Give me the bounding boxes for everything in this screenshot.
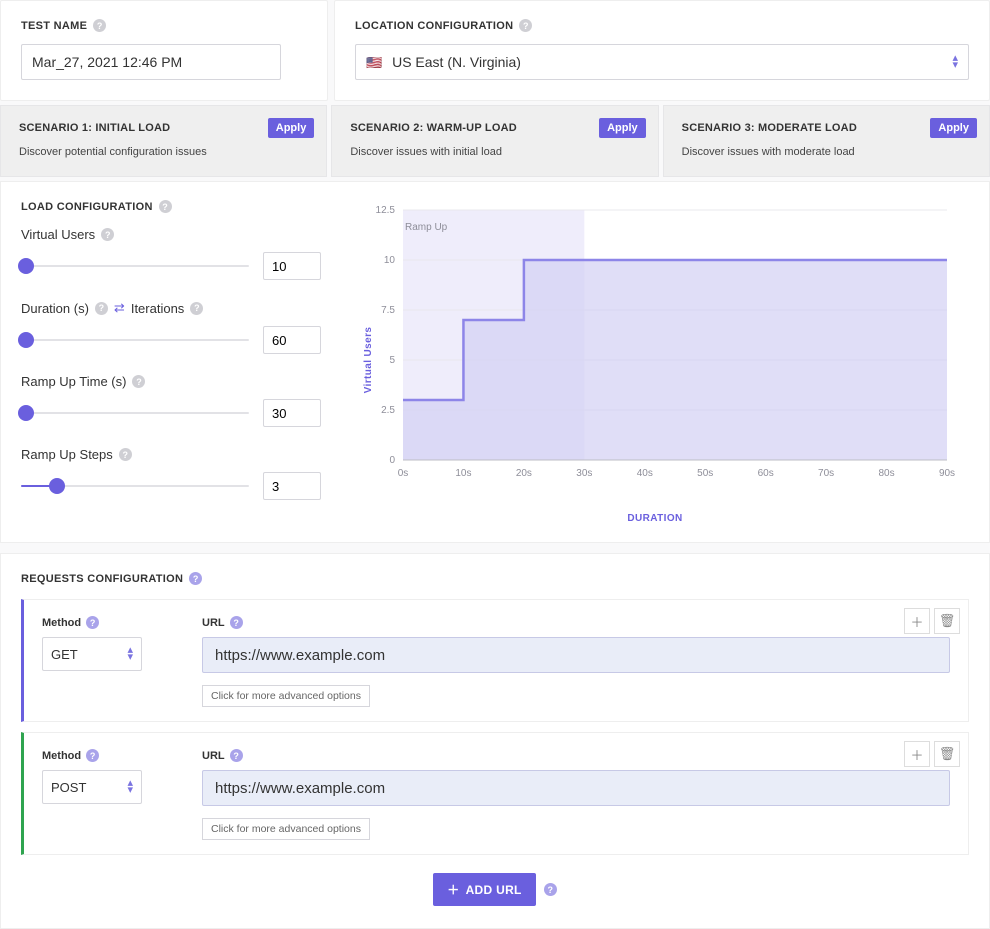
load-chart: Virtual Users Ramp Up 0 2.5 5 7.5 10 12.5 0s 10… xyxy=(341,200,969,520)
svg-text:90s: 90s xyxy=(939,468,955,479)
scenario-desc: Discover issues with initial load xyxy=(350,146,639,158)
scenario-desc: Discover potential configuration issues xyxy=(19,146,308,158)
scenario-card: SCENARIO 2: WARM-UP LOAD Discover issues… xyxy=(331,105,658,177)
url-input[interactable] xyxy=(202,637,950,673)
ramp-steps-label: Ramp Up Steps xyxy=(21,447,113,462)
svg-text:70s: 70s xyxy=(818,468,834,479)
swap-icon[interactable]: ⇄ xyxy=(114,300,125,316)
scenario-card: SCENARIO 1: INITIAL LOAD Discover potent… xyxy=(0,105,327,177)
request-block: ＋ 🗑 Method? POST ▴▾ URL? Click for more … xyxy=(21,732,969,855)
help-icon[interactable]: ? xyxy=(190,302,203,315)
help-icon[interactable]: ? xyxy=(189,572,202,585)
request-block: ＋ 🗑 Method? GET ▴▾ URL? Click for more a… xyxy=(21,599,969,722)
method-value: GET xyxy=(51,647,78,662)
method-label: Method xyxy=(42,617,81,629)
apply-button[interactable]: Apply xyxy=(599,118,646,138)
svg-text:0s: 0s xyxy=(398,468,409,479)
duration-slider[interactable] xyxy=(21,332,249,348)
virtual-users-input[interactable] xyxy=(263,252,321,280)
svg-text:0: 0 xyxy=(389,455,395,466)
requests-header: REQUESTS CONFIGURATION xyxy=(21,573,183,585)
help-icon[interactable]: ? xyxy=(132,375,145,388)
location-select[interactable]: 🇺🇸 US East (N. Virginia) ▴▾ xyxy=(355,44,969,80)
svg-text:10s: 10s xyxy=(455,468,471,479)
virtual-users-slider[interactable] xyxy=(21,258,249,274)
url-label: URL xyxy=(202,750,225,762)
help-icon[interactable]: ? xyxy=(519,19,532,32)
scenario-desc: Discover issues with moderate load xyxy=(682,146,971,158)
advanced-options-button[interactable]: Click for more advanced options xyxy=(202,685,370,707)
select-arrows-icon: ▴▾ xyxy=(952,55,958,68)
svg-text:12.5: 12.5 xyxy=(376,205,396,216)
select-arrows-icon: ▴▾ xyxy=(127,780,133,793)
method-select[interactable]: POST ▴▾ xyxy=(42,770,142,804)
url-input[interactable] xyxy=(202,770,950,806)
flag-icon: 🇺🇸 xyxy=(366,55,382,70)
help-icon[interactable]: ? xyxy=(230,749,243,762)
apply-button[interactable]: Apply xyxy=(930,118,977,138)
delete-request-icon[interactable]: 🗑 xyxy=(934,608,960,634)
ramp-steps-slider[interactable] xyxy=(21,478,249,494)
duration-label: Duration (s) xyxy=(21,301,89,316)
ramp-steps-input[interactable] xyxy=(263,472,321,500)
svg-text:10: 10 xyxy=(384,255,396,266)
duration-input[interactable] xyxy=(263,326,321,354)
location-value: US East (N. Virginia) xyxy=(392,54,521,70)
select-arrows-icon: ▴▾ xyxy=(127,647,133,660)
url-label: URL xyxy=(202,617,225,629)
svg-text:5: 5 xyxy=(389,355,395,366)
ramp-up-annotation: Ramp Up xyxy=(405,222,447,233)
svg-text:80s: 80s xyxy=(878,468,894,479)
plus-icon: ＋ xyxy=(447,881,459,898)
add-url-label: ADD URL xyxy=(466,883,522,897)
help-icon[interactable]: ? xyxy=(95,302,108,315)
ramp-time-slider[interactable] xyxy=(21,405,249,421)
ramp-time-label: Ramp Up Time (s) xyxy=(21,374,126,389)
scenario-title: SCENARIO 3: MODERATE LOAD xyxy=(682,122,971,134)
svg-text:2.5: 2.5 xyxy=(381,405,395,416)
help-icon[interactable]: ? xyxy=(93,19,106,32)
help-icon[interactable]: ? xyxy=(544,883,557,896)
y-axis-label: Virtual Users xyxy=(363,327,374,394)
svg-text:7.5: 7.5 xyxy=(381,305,395,316)
help-icon[interactable]: ? xyxy=(119,448,132,461)
method-value: POST xyxy=(51,780,86,795)
location-panel: LOCATION CONFIGURATION ? 🇺🇸 US East (N. … xyxy=(334,0,990,101)
method-select[interactable]: GET ▴▾ xyxy=(42,637,142,671)
test-name-input[interactable] xyxy=(21,44,281,80)
load-config-header: LOAD CONFIGURATION xyxy=(21,201,153,213)
scenario-title: SCENARIO 1: INITIAL LOAD xyxy=(19,122,308,134)
add-request-icon[interactable]: ＋ xyxy=(904,608,930,634)
x-axis-label: DURATION xyxy=(627,513,682,524)
svg-text:30s: 30s xyxy=(576,468,592,479)
test-name-label: TEST NAME xyxy=(21,20,87,32)
scenario-card: SCENARIO 3: MODERATE LOAD Discover issue… xyxy=(663,105,990,177)
help-icon[interactable]: ? xyxy=(86,616,99,629)
scenario-title: SCENARIO 2: WARM-UP LOAD xyxy=(350,122,639,134)
chart-svg: 0 2.5 5 7.5 10 12.5 0s 10s 20s 30s 40s 50s 60s 70s 80s… xyxy=(341,200,969,490)
add-url-button[interactable]: ＋ ADD URL xyxy=(433,873,535,906)
svg-text:20s: 20s xyxy=(516,468,532,479)
location-label: LOCATION CONFIGURATION xyxy=(355,20,513,32)
iterations-label: Iterations xyxy=(131,301,184,316)
add-request-icon[interactable]: ＋ xyxy=(904,741,930,767)
delete-request-icon[interactable]: 🗑 xyxy=(934,741,960,767)
help-icon[interactable]: ? xyxy=(101,228,114,241)
ramp-time-input[interactable] xyxy=(263,399,321,427)
apply-button[interactable]: Apply xyxy=(268,118,315,138)
svg-text:40s: 40s xyxy=(637,468,653,479)
advanced-options-button[interactable]: Click for more advanced options xyxy=(202,818,370,840)
help-icon[interactable]: ? xyxy=(230,616,243,629)
virtual-users-label: Virtual Users xyxy=(21,227,95,242)
svg-text:60s: 60s xyxy=(758,468,774,479)
help-icon[interactable]: ? xyxy=(86,749,99,762)
test-name-panel: TEST NAME ? xyxy=(0,0,328,101)
method-label: Method xyxy=(42,750,81,762)
help-icon[interactable]: ? xyxy=(159,200,172,213)
svg-text:50s: 50s xyxy=(697,468,713,479)
